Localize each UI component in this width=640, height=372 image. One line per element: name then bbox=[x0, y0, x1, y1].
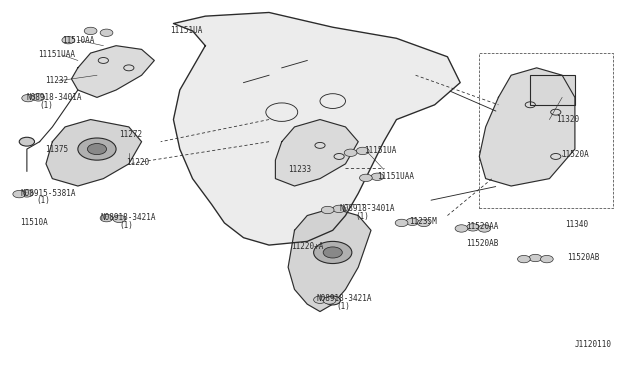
FancyBboxPatch shape bbox=[531, 75, 575, 105]
Circle shape bbox=[78, 138, 116, 160]
Circle shape bbox=[323, 297, 336, 304]
Polygon shape bbox=[288, 208, 371, 311]
Text: N08918-3401A: N08918-3401A bbox=[27, 93, 83, 102]
Circle shape bbox=[356, 147, 369, 155]
Text: 11520A: 11520A bbox=[561, 150, 589, 159]
Text: 11151UA: 11151UA bbox=[170, 26, 203, 35]
Text: N08918-3421A: N08918-3421A bbox=[100, 213, 156, 222]
Circle shape bbox=[113, 215, 125, 222]
Text: 11320: 11320 bbox=[556, 115, 579, 124]
Circle shape bbox=[344, 149, 357, 157]
Text: (1): (1) bbox=[36, 196, 51, 205]
Text: 11151UAA: 11151UAA bbox=[38, 51, 76, 60]
Text: N08918-3401A: N08918-3401A bbox=[339, 203, 395, 213]
Circle shape bbox=[321, 206, 334, 214]
Circle shape bbox=[371, 173, 384, 180]
Text: 11220+A: 11220+A bbox=[291, 243, 324, 251]
Circle shape bbox=[32, 94, 45, 101]
Text: 11520AB: 11520AB bbox=[467, 239, 499, 248]
Circle shape bbox=[417, 219, 430, 227]
Text: 11233: 11233 bbox=[288, 165, 311, 174]
Circle shape bbox=[540, 256, 553, 263]
Text: N08918-3421A: N08918-3421A bbox=[317, 294, 372, 303]
Text: (1): (1) bbox=[119, 221, 133, 230]
Circle shape bbox=[100, 214, 113, 222]
Circle shape bbox=[360, 174, 372, 182]
Polygon shape bbox=[173, 13, 460, 245]
Circle shape bbox=[467, 224, 479, 231]
Text: 11510A: 11510A bbox=[20, 218, 48, 227]
Circle shape bbox=[88, 144, 106, 155]
Text: (1): (1) bbox=[336, 302, 350, 311]
Text: 11510AA: 11510AA bbox=[62, 36, 94, 45]
Text: 11340: 11340 bbox=[565, 220, 588, 229]
Circle shape bbox=[314, 296, 326, 304]
Polygon shape bbox=[479, 68, 575, 186]
Circle shape bbox=[333, 205, 346, 212]
Polygon shape bbox=[72, 46, 154, 97]
Circle shape bbox=[20, 190, 33, 197]
Circle shape bbox=[478, 225, 491, 232]
Text: 11520AB: 11520AB bbox=[567, 253, 600, 263]
Text: 11220: 11220 bbox=[125, 157, 148, 167]
Text: 11151UAA: 11151UAA bbox=[378, 172, 414, 181]
Text: 11520AA: 11520AA bbox=[467, 222, 499, 231]
Circle shape bbox=[84, 27, 97, 35]
Circle shape bbox=[22, 94, 35, 102]
Text: 11375: 11375 bbox=[45, 145, 68, 154]
Text: N08915-5381A: N08915-5381A bbox=[20, 189, 76, 198]
Text: 11232: 11232 bbox=[45, 76, 68, 85]
Circle shape bbox=[455, 225, 468, 232]
Circle shape bbox=[395, 219, 408, 227]
Polygon shape bbox=[46, 119, 141, 186]
Text: J1120110: J1120110 bbox=[575, 340, 612, 349]
Circle shape bbox=[62, 36, 75, 44]
Circle shape bbox=[314, 241, 352, 263]
Circle shape bbox=[19, 137, 35, 146]
Circle shape bbox=[518, 256, 531, 263]
Polygon shape bbox=[275, 119, 358, 186]
Text: 11151UA: 11151UA bbox=[365, 147, 397, 155]
Circle shape bbox=[406, 218, 419, 225]
Text: 11272: 11272 bbox=[119, 130, 142, 139]
Circle shape bbox=[323, 247, 342, 258]
Text: (1): (1) bbox=[40, 101, 54, 110]
Circle shape bbox=[100, 29, 113, 36]
Circle shape bbox=[529, 254, 541, 262]
Text: (1): (1) bbox=[355, 212, 369, 221]
Circle shape bbox=[13, 190, 26, 198]
Circle shape bbox=[325, 296, 340, 305]
Text: 11235M: 11235M bbox=[409, 217, 437, 225]
